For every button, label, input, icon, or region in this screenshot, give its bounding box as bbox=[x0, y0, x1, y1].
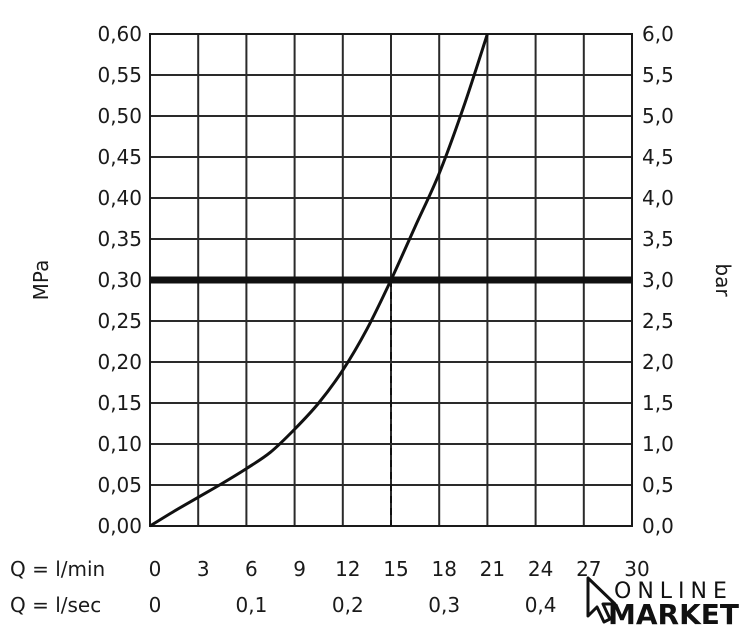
logo-text-market: MARKET bbox=[608, 598, 739, 631]
y-tick-2: 0,10 bbox=[97, 432, 142, 456]
y2-tick-12: 6,0 bbox=[642, 22, 674, 46]
y-tick-8: 0,40 bbox=[97, 186, 142, 210]
y2-axis-title: bar bbox=[711, 263, 735, 297]
x-axis-label-lmin: Q = l/min bbox=[10, 557, 105, 581]
x-tick-1: 3 bbox=[197, 557, 210, 581]
x-tick-0: 0 bbox=[149, 557, 162, 581]
y2-tick-11: 5,5 bbox=[642, 63, 674, 87]
series-layer bbox=[149, 33, 489, 528]
x3-tick-0: 0 bbox=[149, 593, 162, 617]
y2-tick-10: 5,0 bbox=[642, 104, 674, 128]
x-tick-2: 6 bbox=[245, 557, 258, 581]
y-tick-7: 0,35 bbox=[97, 227, 142, 251]
y-tick-12: 0,60 bbox=[97, 22, 142, 46]
y-axis-title: MPa bbox=[29, 260, 53, 301]
y2-tick-3: 1,5 bbox=[642, 391, 674, 415]
x-tick-labels: 0 3 6 9 12 15 18 21 24 27 30 bbox=[149, 557, 650, 581]
cursor-icon bbox=[586, 576, 617, 624]
y-tick-3: 0,15 bbox=[97, 391, 142, 415]
online-market-logo: ONLINE MARKET bbox=[586, 576, 739, 631]
x3-tick-labels: 0 0,1 0,2 0,3 0,4 bbox=[149, 593, 557, 617]
y2-tick-2: 1,0 bbox=[642, 432, 674, 456]
y2-tick-7: 3,5 bbox=[642, 227, 674, 251]
x3-tick-1: 0,1 bbox=[235, 593, 267, 617]
y-tick-4: 0,20 bbox=[97, 350, 142, 374]
y-tick-9: 0,45 bbox=[97, 145, 142, 169]
y-tick-0: 0,00 bbox=[97, 514, 142, 538]
y2-tick-9: 4,5 bbox=[642, 145, 674, 169]
x-tick-5: 15 bbox=[383, 557, 408, 581]
y2-tick-0: 0,0 bbox=[642, 514, 674, 538]
x-tick-3: 9 bbox=[293, 557, 306, 581]
x3-tick-4: 0,4 bbox=[525, 593, 557, 617]
x-tick-7: 21 bbox=[480, 557, 505, 581]
logo-text-online: ONLINE bbox=[614, 579, 733, 604]
x-tick-10: 30 bbox=[624, 557, 649, 581]
y2-tick-5: 2,5 bbox=[642, 309, 674, 333]
y2-tick-4: 2,0 bbox=[642, 350, 674, 374]
x-tick-8: 24 bbox=[528, 557, 553, 581]
x3-tick-3: 0,3 bbox=[428, 593, 460, 617]
x3-tick-2: 0,2 bbox=[332, 593, 364, 617]
y-tick-labels: 0,00 0,05 0,10 0,15 0,20 0,25 0,30 0,35 0,40 0,45… bbox=[97, 22, 142, 538]
y2-tick-6: 3,0 bbox=[642, 268, 674, 292]
y-tick-5: 0,25 bbox=[97, 309, 142, 333]
x-tick-6: 18 bbox=[431, 557, 456, 581]
y2-tick-8: 4,0 bbox=[642, 186, 674, 210]
x-axis-label-lsec: Q = l/sec bbox=[10, 593, 101, 617]
y-tick-1: 0,05 bbox=[97, 473, 142, 497]
y-tick-11: 0,55 bbox=[97, 63, 142, 87]
y-tick-10: 0,50 bbox=[97, 104, 142, 128]
y2-tick-1: 0,5 bbox=[642, 473, 674, 497]
x-tick-4: 12 bbox=[335, 557, 360, 581]
y2-tick-labels: 0,0 0,5 1,0 1,5 2,0 2,5 3,0 3,5 4,0 4,5 5,0 5,5 6,0 bbox=[642, 22, 674, 538]
series-line-0 bbox=[149, 33, 489, 528]
y-tick-6: 0,30 bbox=[97, 268, 142, 292]
